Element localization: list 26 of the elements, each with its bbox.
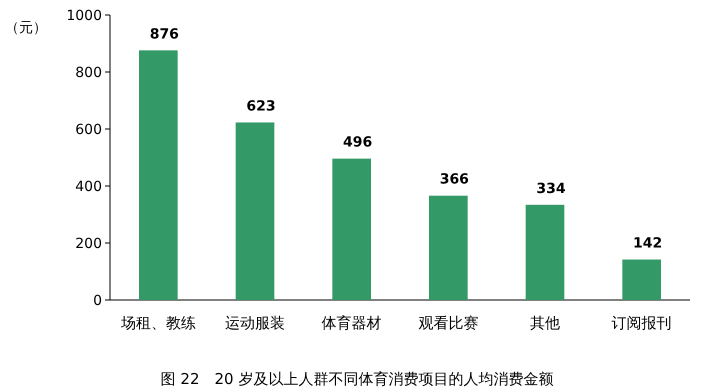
bar bbox=[236, 122, 274, 300]
y-axis-title: （元） bbox=[5, 20, 47, 36]
y-tick-label: 200 bbox=[75, 236, 102, 252]
x-tick-label: 观看比赛 bbox=[418, 314, 478, 332]
y-tick-label: 0 bbox=[93, 293, 102, 309]
bar bbox=[622, 260, 661, 300]
x-tick-label: 运动服装 bbox=[225, 314, 285, 332]
y-tick-label: 1000 bbox=[66, 8, 102, 24]
data-label: 876 bbox=[150, 26, 179, 42]
bar bbox=[526, 204, 564, 300]
x-tick-label: 订阅报刊 bbox=[612, 314, 672, 332]
bar bbox=[429, 196, 468, 300]
bar bbox=[139, 50, 178, 300]
y-tick-label: 600 bbox=[75, 122, 102, 138]
data-label: 623 bbox=[246, 98, 276, 114]
x-tick-label: 其他 bbox=[530, 314, 560, 332]
bar bbox=[332, 158, 371, 300]
x-tick-label: 场租、教练 bbox=[120, 314, 196, 332]
y-tick-label: 800 bbox=[75, 65, 102, 81]
data-label: 496 bbox=[343, 134, 372, 151]
data-label: 366 bbox=[440, 172, 469, 188]
x-tick-label: 体育器材 bbox=[322, 314, 382, 332]
data-label: 142 bbox=[633, 236, 662, 252]
text: 图 22 20 岁及以上人群不同体育消费项目的人均消费金额 bbox=[160, 370, 554, 388]
y-tick-label: 400 bbox=[75, 179, 102, 195]
data-label: 334 bbox=[536, 180, 566, 197]
